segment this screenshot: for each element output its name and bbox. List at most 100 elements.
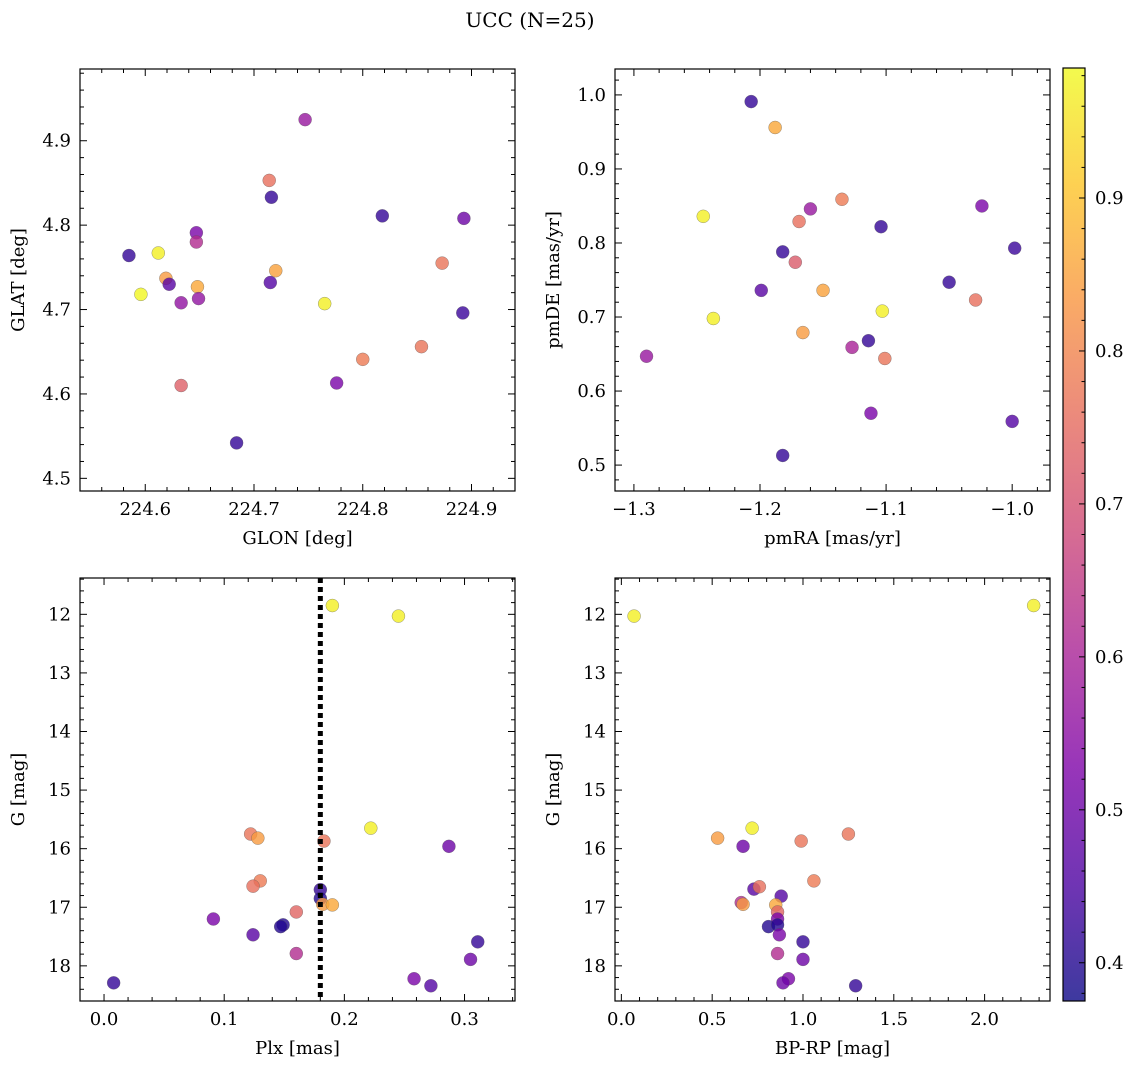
scatter-point (470, 935, 485, 949)
y-tick-label: 0.8 (577, 233, 606, 254)
scatter-point (807, 874, 821, 888)
y-tick-label: 17 (48, 897, 71, 918)
x-tick-label: −1.2 (738, 499, 782, 520)
scatter-point (772, 928, 787, 942)
subplot-glon-glat: 224.6 224.7 224.8 224.9 4.5 4.6 4.7 4.8 4.9 GLON … (8, 68, 516, 549)
scatter-point (975, 199, 989, 213)
scatter-point (407, 971, 421, 986)
scatter-point (442, 839, 456, 854)
plot-frame (79, 68, 516, 492)
colorbar-gradient (1063, 68, 1085, 1001)
scatter-point (710, 831, 725, 845)
plot-frame (614, 577, 1051, 1002)
y-tick-label: 12 (583, 604, 606, 625)
x-axis-label: GLON [deg] (242, 528, 352, 549)
subplot-pmra-pmde: −1.3 −1.2 −1.1 −1.0 0.5 0.6 0.7 0.8 0.9 1.0 pmRA [… (543, 68, 1051, 549)
scatter-point (864, 406, 878, 421)
scatter-point (803, 202, 818, 216)
x-tick-label: −1.3 (612, 499, 656, 520)
y-tick-label: 4.7 (42, 300, 71, 321)
scatter-point (816, 283, 830, 298)
colorbar-tick-label: 0.9 (1095, 188, 1124, 209)
y-axis-label: G [mag] (8, 753, 29, 826)
scatter-point (770, 946, 785, 961)
x-tick-label: 1.0 (789, 1009, 818, 1030)
x-axis-label: BP-RP [mag] (775, 1038, 890, 1059)
scatter-point (262, 173, 276, 188)
x-tick-label: 0.5 (698, 1009, 727, 1030)
scatter-point (942, 275, 956, 289)
y-tick-label: 18 (48, 956, 71, 977)
x-tick-label: 224.7 (228, 499, 280, 520)
scatter-point (162, 277, 176, 291)
scatter-point (424, 979, 438, 993)
scatter-point (874, 219, 888, 234)
x-tick-label: 2.0 (970, 1009, 999, 1030)
scatter-point (1005, 414, 1019, 429)
y-tick-label: 16 (583, 839, 606, 860)
y-tick-label: 0.7 (577, 307, 606, 328)
x-tick-label: 224.8 (337, 499, 389, 520)
scatter-point (269, 263, 283, 278)
scatter-point (246, 928, 260, 942)
scatter-point (329, 376, 344, 390)
y-tick-label: 0.9 (577, 159, 606, 180)
scatter-point (456, 306, 470, 320)
scatter-point (788, 255, 803, 269)
y-tick-label: 13 (583, 663, 606, 684)
scatter-point (190, 280, 205, 294)
scatter-point (229, 436, 244, 450)
scatter-point (848, 979, 863, 993)
x-tick-label: 1.5 (879, 1009, 908, 1030)
colorbar-tick-label: 0.6 (1095, 647, 1124, 668)
subplot-plx-g: 0.0 0.1 0.2 0.3 12 13 14 15 16 17 18 Plx [mas] G [ma… (8, 577, 516, 1059)
scatter-point (325, 898, 340, 912)
y-tick-label: 0.6 (577, 381, 606, 402)
scatter-point (1007, 241, 1022, 255)
scatter-point (627, 609, 641, 623)
scatter-point (845, 340, 859, 355)
scatter-point (463, 952, 478, 967)
scatter-point (841, 827, 856, 841)
y-tick-label: 1.0 (577, 85, 606, 106)
subplot-bprp-g: 0.0 0.5 1.0 1.5 2.0 12 13 14 15 16 17 18 BP-RP [mag]… (543, 577, 1051, 1059)
x-tick-label: 0.0 (607, 1009, 636, 1030)
colorbar-ticks: 0.4 0.5 0.6 0.7 0.8 0.9 (1079, 75, 1124, 994)
scatter-point (106, 976, 121, 990)
y-tick-label: 14 (48, 721, 71, 742)
scatter-point (246, 879, 260, 893)
scatter-point (435, 256, 449, 270)
scatter-point (796, 325, 810, 340)
scatter-point (356, 352, 370, 367)
scatter-point (768, 120, 782, 135)
x-tick-label: 224.6 (119, 499, 171, 520)
colorbar-tick-label: 0.4 (1095, 953, 1124, 974)
scatter-point (174, 296, 188, 310)
colorbar-tick-label: 0.7 (1095, 494, 1124, 515)
y-tick-label: 15 (48, 780, 71, 801)
scatter-point (968, 293, 983, 307)
y-tick-label: 4.8 (42, 215, 71, 236)
y-axis-label: GLAT [deg] (8, 228, 29, 332)
scatter-point (794, 834, 808, 848)
scatter-point (375, 209, 390, 223)
scatter-point (706, 311, 721, 326)
x-axis-label: Plx [mas] (255, 1038, 340, 1059)
scatter-point (414, 339, 429, 354)
scatter-point (189, 235, 204, 249)
scatter-point (775, 448, 790, 463)
figure-title: UCC (N=25) (465, 8, 594, 32)
y-tick-label: 18 (583, 956, 606, 977)
y-tick-label: 4.9 (42, 131, 71, 152)
scatter-point (835, 192, 849, 207)
scatter-point (364, 821, 378, 835)
scatter-point (792, 214, 806, 229)
scatter-point (752, 880, 767, 894)
scatter-point (736, 839, 750, 854)
scatter-point (796, 952, 810, 967)
scatter-point (263, 275, 278, 290)
scatter-point (745, 821, 759, 835)
x-tick-label: −1.0 (990, 499, 1034, 520)
scatter-point (317, 296, 332, 311)
y-tick-label: 14 (583, 721, 606, 742)
